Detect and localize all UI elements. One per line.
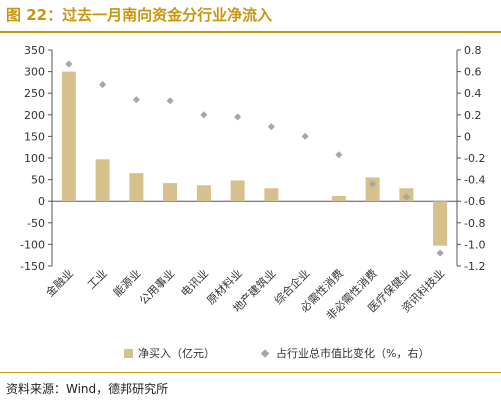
point (369, 180, 377, 188)
left-tick-label: 350 (24, 44, 45, 57)
legend-point-label: 占行业总市值比变化（%，右） (276, 346, 429, 360)
right-tick-label: -0.8 (464, 217, 485, 230)
bar (129, 173, 144, 202)
category-label: 电讯业 (178, 267, 211, 300)
right-tick-label: -0.4 (464, 174, 485, 187)
point (335, 151, 343, 159)
footer-divider (0, 372, 501, 373)
point (267, 123, 275, 131)
left-tick-label: -50 (27, 217, 45, 230)
right-tick-label: -1.2 (464, 260, 485, 273)
bar (433, 201, 448, 246)
right-tick-label: 0.6 (464, 66, 482, 79)
point (301, 132, 309, 140)
right-tick-label: -1.0 (464, 238, 485, 251)
bar (331, 196, 346, 202)
point (99, 81, 107, 89)
left-tick-label: -100 (20, 238, 45, 251)
right-tick-label: 0.4 (464, 87, 482, 100)
bar (365, 177, 380, 202)
category-label: 工业 (85, 267, 110, 292)
right-tick-label: -0.6 (464, 195, 485, 208)
left-tick-label: 300 (24, 66, 45, 79)
chart-axes (51, 50, 458, 266)
source-note: 资料来源：Wind，德邦研究所 (6, 382, 169, 396)
point (234, 113, 242, 121)
right-tick-label: 0 (464, 130, 471, 143)
legend-point-swatch (260, 349, 270, 358)
bar (95, 159, 110, 202)
left-tick-label: 0 (38, 195, 45, 208)
right-tick-label: -0.2 (464, 152, 485, 165)
figure-title: 图 22：过去一月南向资金分行业净流入 (6, 6, 273, 24)
bar (230, 180, 245, 202)
left-tick-label: 100 (24, 152, 45, 165)
left-tick-label: 200 (24, 109, 45, 122)
bar (61, 71, 76, 202)
title-divider (0, 31, 501, 33)
bar (196, 185, 211, 202)
legend-bar-swatch (124, 349, 133, 358)
legend-bar-label: 净买入（亿元） (138, 346, 215, 360)
point (200, 111, 208, 119)
point (65, 60, 73, 68)
left-tick-label: 150 (24, 130, 45, 143)
point (166, 97, 174, 105)
bar (264, 188, 279, 202)
category-label: 能源业 (110, 266, 143, 299)
left-tick-label: 250 (24, 87, 45, 100)
legend: 净买入（亿元） 占行业总市值比变化（%，右） (124, 346, 429, 360)
right-axis-ticks: 0.8 0.6 0.4 0.2 0 -0.2 -0.4 -0.6 -0.8 -1.0 -1.2 (457, 44, 485, 273)
point-series (65, 60, 444, 257)
left-tick-label: -150 (20, 260, 45, 273)
category-label: 公用事业 (137, 267, 177, 307)
right-tick-label: 0.8 (464, 44, 482, 57)
bar-series (61, 71, 448, 246)
point (436, 249, 444, 257)
bar (163, 183, 178, 202)
left-tick-label: 50 (31, 174, 45, 187)
left-axis-ticks: 350 300 250 200 150 100 50 0 -50 -100 -150 (20, 44, 52, 273)
category-label: 金融业 (43, 266, 76, 299)
point (402, 193, 410, 201)
point (132, 96, 140, 104)
right-tick-label: 0.2 (464, 109, 482, 122)
